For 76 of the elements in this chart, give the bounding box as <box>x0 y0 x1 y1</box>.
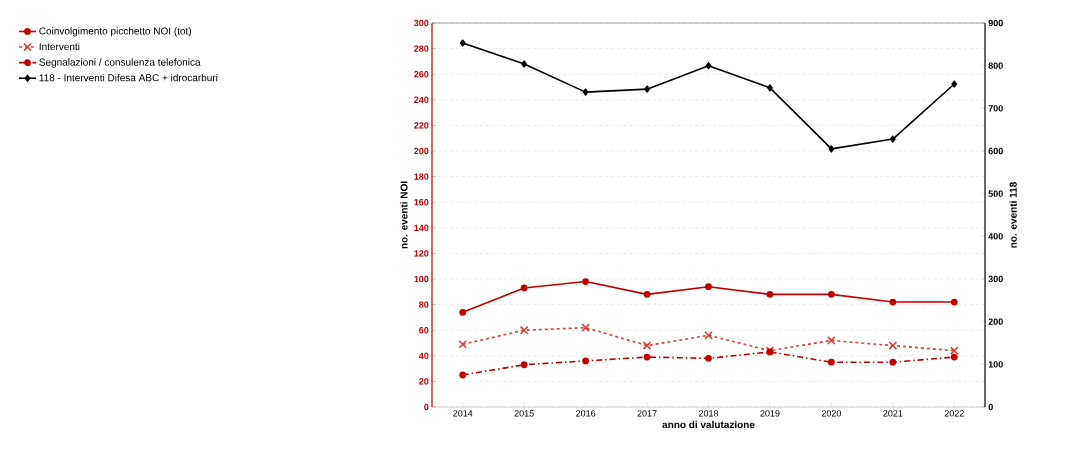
y-tick-label: 260 <box>414 71 429 78</box>
point <box>458 339 468 349</box>
y-tick-label: 100 <box>414 275 429 283</box>
point <box>459 39 466 47</box>
point <box>582 88 589 96</box>
x-tick-label: 2021 <box>883 410 903 417</box>
point <box>889 298 897 306</box>
point <box>950 298 958 306</box>
point <box>581 323 590 332</box>
legend-label: 118 - Interventi Difesa ABC + idrocarburi <box>39 73 218 82</box>
point <box>888 341 898 350</box>
y2-tick-label: 500 <box>988 190 1003 197</box>
y-axis-title: no. eventi NOI <box>400 181 408 249</box>
y2-tick-label: 700 <box>988 105 1003 112</box>
legend-label: Coinvolgimento picchetto NOI (tot) <box>39 27 192 37</box>
point <box>643 290 651 298</box>
y-tick-label: 20 <box>419 378 429 385</box>
point <box>582 357 589 365</box>
x-axis-title: anno di valutazione <box>662 420 755 429</box>
point <box>643 353 651 361</box>
x-tick-label: 2015 <box>514 410 534 417</box>
y-tick-label: 240 <box>414 96 429 103</box>
point <box>705 354 712 362</box>
y2-tick-label: 900 <box>988 19 1003 27</box>
y-tick-label: 140 <box>414 224 429 231</box>
point <box>644 85 650 93</box>
y2-tick-label: 800 <box>988 62 1003 69</box>
point <box>521 60 528 68</box>
x-tick-label: 2018 <box>698 410 719 417</box>
y-tick-label: 60 <box>419 327 429 334</box>
point <box>705 283 712 291</box>
point <box>582 278 589 285</box>
point <box>950 353 958 361</box>
y-tick-label: 220 <box>414 122 429 129</box>
x-tick-label: 2014 <box>453 410 473 417</box>
point <box>828 290 835 298</box>
point <box>767 84 773 92</box>
y2-tick-label: 400 <box>988 233 1003 240</box>
y-tick-label: 0 <box>424 403 429 411</box>
point <box>827 336 836 345</box>
y-tick-label: 300 <box>413 19 429 27</box>
point <box>889 135 896 143</box>
point <box>949 346 959 355</box>
y2-tick-label: 300 <box>988 275 1003 283</box>
y-tick-label: 80 <box>419 301 429 308</box>
y2-tick-label: 200 <box>988 318 1003 325</box>
point <box>705 62 712 70</box>
x-tick-label: 2019 <box>760 410 780 417</box>
legend-label: Segnalazioni / consulenza telefonica <box>39 58 201 68</box>
x-tick-label: 2020 <box>821 410 842 417</box>
legend-label: Interventi <box>39 42 80 51</box>
y-tick-label: 280 <box>414 45 429 52</box>
point <box>828 145 835 153</box>
point <box>704 331 713 340</box>
point <box>889 358 897 366</box>
point <box>520 361 528 369</box>
point <box>459 308 467 316</box>
point <box>459 371 467 379</box>
y-tick-label: 40 <box>418 352 429 359</box>
x-tick-label: 2022 <box>944 410 964 417</box>
y-tick-label: 200 <box>414 147 429 155</box>
point <box>951 80 958 88</box>
point <box>766 290 774 298</box>
y-tick-label: 160 <box>414 199 429 206</box>
point <box>520 284 528 292</box>
x-tick-label: 2016 <box>576 410 596 417</box>
point <box>642 341 652 350</box>
y2-tick-label: 0 <box>988 403 993 411</box>
point <box>519 325 529 335</box>
y2-axis-title: no. eventi 118 <box>1009 182 1017 248</box>
x-tick-label: 2017 <box>637 410 657 417</box>
y2-tick-label: 600 <box>988 147 1003 155</box>
point <box>828 358 835 366</box>
y-tick-label: 180 <box>414 173 429 180</box>
y-tick-label: 120 <box>414 250 429 257</box>
y2-tick-label: 100 <box>988 361 1003 368</box>
